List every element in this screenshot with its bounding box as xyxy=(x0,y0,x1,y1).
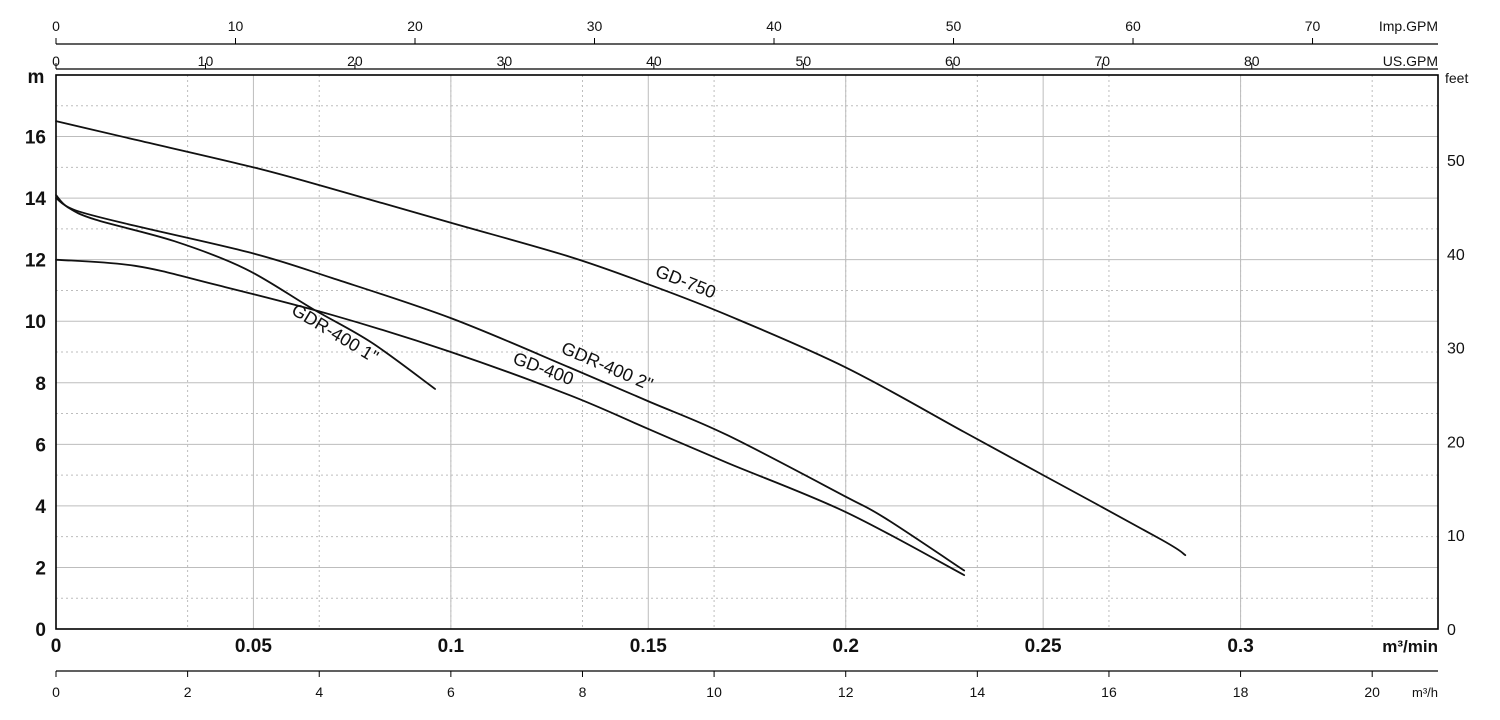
y-right-tick-label: 10 xyxy=(1447,528,1465,545)
x-main-tick-label: 0.1 xyxy=(438,636,465,657)
m3h-tick-label: 14 xyxy=(970,684,986,700)
y-right-tick-label: 30 xyxy=(1447,341,1465,358)
us-gpm-unit-label: US.GPM xyxy=(1383,53,1438,69)
x-main-tick-label: 0.3 xyxy=(1227,636,1253,657)
series-label-gd-750: GD-750 xyxy=(653,261,719,303)
us-gpm-tick-label: 80 xyxy=(1244,53,1260,69)
m3h-tick-label: 4 xyxy=(315,684,323,700)
y-left-tick-label: 6 xyxy=(35,435,46,456)
x-main-unit-label: m³/min xyxy=(1382,637,1438,656)
plot-frame xyxy=(55,74,1439,630)
y-right-tick-label: 50 xyxy=(1447,153,1465,170)
y-right-tick-label: 0 xyxy=(1447,622,1456,639)
us-gpm-tick-label: 20 xyxy=(347,53,363,69)
y-left-tick-label: 4 xyxy=(35,497,46,518)
y-left-tick-label: 12 xyxy=(25,251,46,272)
m3h-tick-label: 10 xyxy=(706,684,722,700)
x-main-tick-label: 0.05 xyxy=(235,636,272,657)
series-line-gdr-400-1 xyxy=(55,194,436,390)
m3h-tick-label: 2 xyxy=(184,684,192,700)
imp-gpm-tick-label: 10 xyxy=(228,18,244,34)
imp-gpm-tick-label: 50 xyxy=(946,18,962,34)
x-main-tick-label: 0 xyxy=(51,636,62,657)
series-label-gdr-400-1: GDR-400 1" xyxy=(288,300,382,367)
y-right-unit-label: feet xyxy=(1445,70,1468,86)
imp-gpm-tick-label: 0 xyxy=(52,18,60,34)
series-label-gdr-400-2: GDR-400 2" xyxy=(558,338,655,395)
series-line-gd-750 xyxy=(55,120,1187,557)
us-gpm-tick-label: 40 xyxy=(646,53,662,69)
y-left-unit-label: m xyxy=(28,67,45,88)
y-left-tick-label: 2 xyxy=(35,558,46,579)
imp-gpm-unit-label: Imp.GPM xyxy=(1379,18,1438,34)
x-main-tick-label: 0.15 xyxy=(630,636,667,657)
y-right-tick-label: 20 xyxy=(1447,434,1465,451)
us-gpm-tick-label: 30 xyxy=(497,53,513,69)
us-gpm-tick-label: 60 xyxy=(945,53,961,69)
series-line-gdr-400-2 xyxy=(55,197,966,572)
us-gpm-tick-label: 10 xyxy=(198,53,214,69)
m3h-tick-label: 16 xyxy=(1101,684,1117,700)
x-main-tick-label: 0.2 xyxy=(833,636,859,657)
imp-gpm-tick-label: 70 xyxy=(1305,18,1321,34)
imp-gpm-tick-label: 40 xyxy=(766,18,782,34)
m3h-tick-label: 6 xyxy=(447,684,455,700)
imp-gpm-tick-label: 20 xyxy=(407,18,423,34)
y-left-tick-label: 8 xyxy=(35,374,46,395)
y-right-tick-label: 40 xyxy=(1447,247,1465,264)
us-gpm-tick-label: 70 xyxy=(1095,53,1111,69)
x-main-tick-label: 0.25 xyxy=(1025,636,1062,657)
us-gpm-tick-label: 50 xyxy=(796,53,812,69)
y-left-tick-label: 10 xyxy=(25,312,46,333)
m3h-unit-label: m³/h xyxy=(1412,685,1438,700)
us-gpm-tick-label: 0 xyxy=(52,53,60,69)
m3h-tick-label: 8 xyxy=(579,684,587,700)
y-left-tick-label: 0 xyxy=(35,620,46,641)
series-line-gd-400 xyxy=(55,258,966,577)
m3h-tick-label: 18 xyxy=(1233,684,1249,700)
m3h-tick-label: 20 xyxy=(1364,684,1380,700)
imp-gpm-tick-label: 60 xyxy=(1125,18,1141,34)
m3h-tick-label: 0 xyxy=(52,684,60,700)
y-left-tick-label: 14 xyxy=(25,189,47,210)
m3h-tick-label: 12 xyxy=(838,684,854,700)
imp-gpm-tick-label: 30 xyxy=(587,18,603,34)
y-left-tick-label: 16 xyxy=(25,128,46,149)
